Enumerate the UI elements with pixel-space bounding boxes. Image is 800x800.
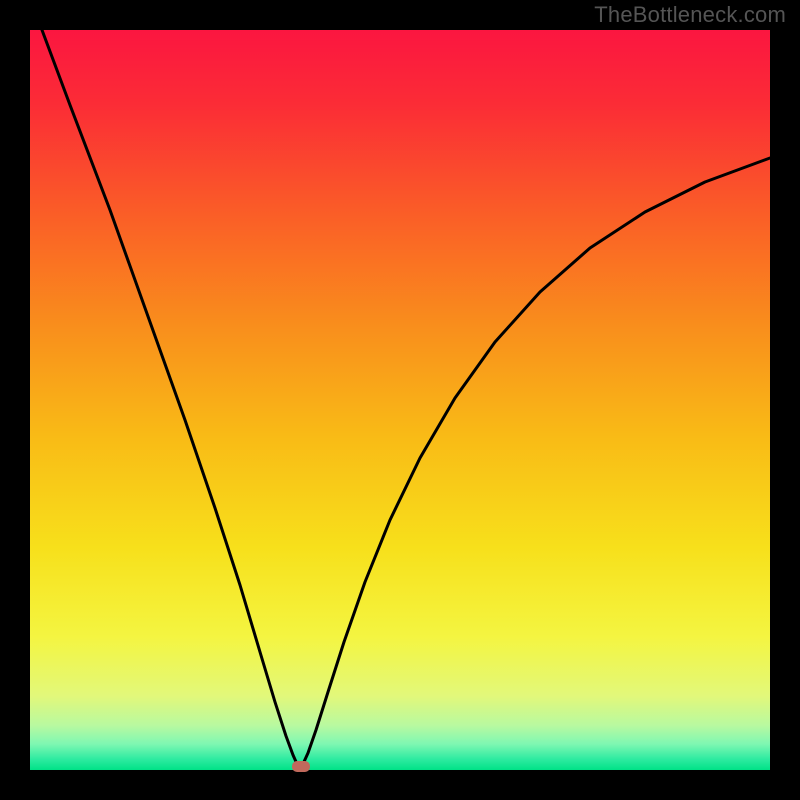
gradient-background bbox=[30, 30, 770, 770]
minimum-marker bbox=[292, 761, 310, 772]
watermark-text: TheBottleneck.com bbox=[594, 2, 786, 28]
chart-container: TheBottleneck.com bbox=[0, 0, 800, 800]
plot-area bbox=[30, 30, 770, 772]
bottleneck-chart bbox=[0, 0, 800, 800]
